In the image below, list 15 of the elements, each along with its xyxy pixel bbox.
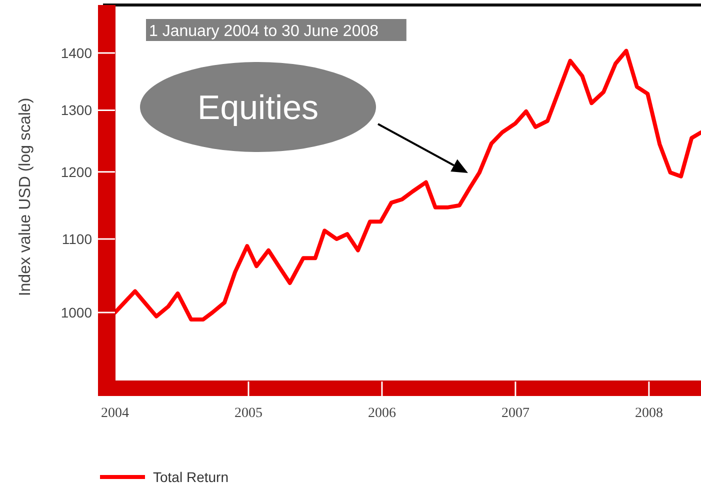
annotation: Equities bbox=[198, 89, 318, 127]
line-series bbox=[115, 48, 701, 322]
y-tick-label: 1300 bbox=[60, 102, 92, 118]
x-tick-label: 2004 bbox=[101, 406, 129, 421]
x-tick-label: 2007 bbox=[501, 406, 530, 421]
text: 1 January 2004 to 30 June 2008 bbox=[149, 23, 379, 40]
y-tick-label: 1400 bbox=[60, 45, 92, 62]
y-tick-label: 1200 bbox=[60, 164, 92, 180]
y-tick-label: 1100 bbox=[62, 231, 92, 248]
x-tick-label: 2008 bbox=[634, 406, 663, 421]
y-tick-label: 1000 bbox=[60, 304, 92, 320]
x-tick-label: 2006 bbox=[368, 406, 396, 421]
y-axis-title: Index value USD (log scale) bbox=[17, 98, 34, 296]
x-tick-label: 2005 bbox=[234, 406, 262, 421]
legend-label: Total Return bbox=[153, 469, 228, 485]
